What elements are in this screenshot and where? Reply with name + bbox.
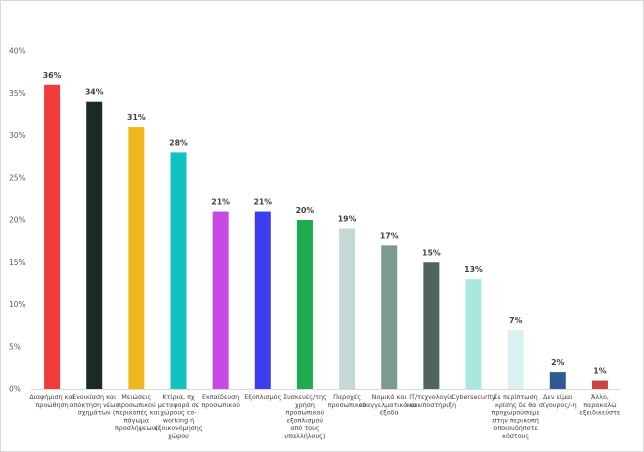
x-tick-label: Άλλο,	[591, 393, 609, 401]
y-axis: 0% 5% 10% 15% 20% 25% 30% 35% 40%	[9, 47, 621, 394]
x-tick-label: χρήση	[295, 401, 315, 409]
x-tick-label: Νομικά και	[372, 393, 407, 401]
data-label: 28%	[169, 138, 188, 147]
x-tick-label: Μειώσεις	[121, 393, 151, 401]
x-tick-label: Εκπαίδευση	[202, 393, 239, 401]
x-tick-label: πάγωμα	[124, 416, 149, 424]
x-tick-label: οποιουδήποτε	[493, 424, 538, 432]
x-tick-label: Δεν είμαι	[543, 393, 573, 401]
x-tick-label: χώρους co-	[160, 409, 196, 417]
bar	[591, 380, 608, 389]
x-tick-label: σχημάτων	[78, 409, 111, 417]
x-tick-label: κόστους	[502, 432, 529, 440]
bar	[465, 279, 482, 389]
x-tick-label: απόκτηση νέων	[69, 401, 119, 409]
x-tick-label: προσωπικού	[328, 401, 367, 409]
bar	[423, 262, 440, 389]
data-label: 17%	[380, 231, 399, 240]
x-tick-label: έξοδα	[380, 409, 399, 417]
y-tick-label: 20%	[9, 216, 26, 225]
bar	[44, 84, 61, 390]
y-tick-label: 5%	[9, 342, 21, 351]
y-tick-label: 15%	[9, 258, 26, 267]
x-tick-label: κρίσης δε θα	[495, 401, 536, 409]
x-tick-label: από τους	[290, 424, 319, 432]
bar	[128, 127, 145, 390]
x-tick-label: Ενοικίαση και	[72, 393, 116, 401]
x-tick-label: επαγγελματικά και	[359, 401, 420, 409]
x-tick-label: υπαλλήλους)	[284, 432, 325, 440]
bar	[170, 152, 187, 389]
x-tick-label: Συσκευές/της	[283, 393, 327, 401]
x-tick-label: Κτίρια, πχ	[162, 393, 195, 401]
y-tick-label: 35%	[9, 89, 26, 98]
x-tick-label: IT/τεχνολογία	[409, 393, 453, 401]
x-tick-label: εξειδικεύστε	[579, 409, 621, 417]
bar	[212, 211, 229, 389]
data-label: 2%	[551, 358, 564, 367]
x-tick-label: μεταφορά σε	[158, 401, 200, 409]
data-label: 13%	[464, 265, 483, 274]
data-label: 20%	[296, 206, 315, 215]
x-tick-label: προσωπικού	[117, 401, 156, 409]
y-tick-label: 30%	[9, 131, 26, 140]
data-label: 19%	[338, 214, 357, 223]
data-label: 36%	[43, 71, 62, 80]
x-tick-label: Cybersecurity	[451, 393, 496, 401]
x-tick-label: προχωρούσαμε	[491, 409, 540, 417]
bar	[507, 329, 524, 389]
x-tick-label: στην περικοπή	[492, 416, 539, 424]
x-tick-label: σίγουρος/-η	[539, 401, 577, 409]
x-tick-label: προσωπικού	[286, 409, 325, 417]
x-tick-label: και υποστήριξη	[407, 401, 456, 409]
data-label: 34%	[85, 88, 104, 97]
data-label: 31%	[127, 113, 146, 122]
x-tick-label: Σε περίπτωση	[494, 393, 538, 401]
x-tick-label: χώρου	[168, 432, 189, 440]
y-tick-label: 0%	[9, 385, 21, 394]
data-label: 21%	[253, 198, 272, 207]
bar	[296, 220, 313, 389]
x-tick-label: προώθηση	[35, 401, 68, 409]
x-tick-label: εξοικονόμησης	[154, 424, 202, 432]
data-label: 7%	[509, 316, 522, 325]
bar	[86, 101, 103, 389]
x-tick-label: προσλήψεων)	[115, 424, 158, 432]
x-tick-label: προσωπικού	[201, 401, 240, 409]
y-tick-label: 10%	[9, 300, 26, 309]
data-label: 1%	[593, 367, 606, 376]
bar	[381, 245, 398, 389]
bar	[549, 372, 566, 389]
value-labels: 36% 34% 31% 28% 21% 21% 20% 19% 17% 15% 13% 7% 2% 1%	[43, 71, 607, 376]
x-tick-label: εξοπλισμού	[287, 416, 324, 424]
y-tick-label: 40%	[9, 47, 26, 56]
y-tick-label: 25%	[9, 173, 26, 182]
bar	[254, 211, 271, 389]
data-label: 21%	[211, 198, 230, 207]
x-tick-label: working ή	[163, 416, 194, 424]
x-tick-label: παρακαλώ	[583, 401, 616, 409]
bars	[44, 84, 608, 390]
x-tick-label: (περικοπές και	[113, 409, 160, 417]
data-label: 15%	[422, 248, 441, 257]
x-tick-label: Παροχές	[333, 393, 361, 401]
x-tick-label: Διαφήμιση και	[29, 393, 75, 401]
bar	[339, 228, 356, 389]
x-tick-label: Εξοπλισμός	[244, 393, 281, 401]
